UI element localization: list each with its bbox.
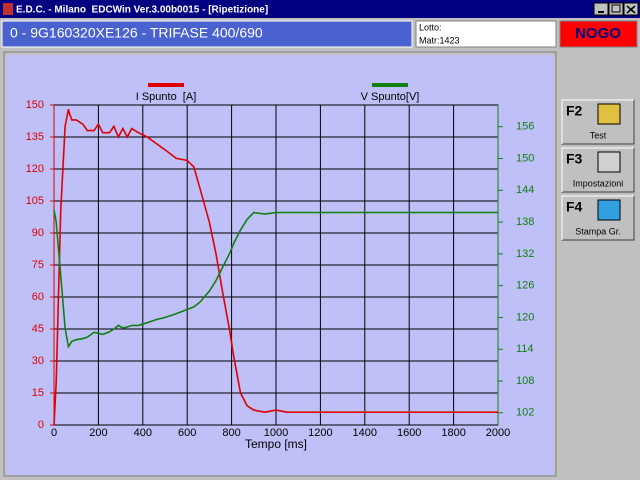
y2-tick-label: 114: [516, 343, 534, 355]
y-tick-label: 120: [26, 163, 44, 175]
button-icon: [597, 103, 621, 125]
x-tick-label: 1000: [264, 427, 288, 439]
y-tick-label: 45: [32, 323, 44, 335]
x-tick-label: 1800: [441, 427, 465, 439]
window-buttons[interactable]: [593, 2, 639, 16]
button-label: Stampa Gr.: [575, 226, 621, 236]
y2-tick-label: 102: [516, 407, 534, 419]
x-tick-label: 600: [178, 427, 196, 439]
product-box: [1, 20, 413, 48]
chart: 0 15 30 45 60 75 90 105 120 135 150 0 200 400 600 800 10…: [26, 83, 534, 451]
x-tick-label: 200: [89, 427, 107, 439]
legend-label: V Spunto[V]: [361, 91, 420, 103]
y2-tick-label: 132: [516, 248, 534, 260]
toolbar-button[interactable]: F4 Stampa Gr.: [561, 195, 635, 241]
title-bar: [0, 0, 640, 18]
button-key: F4: [566, 199, 583, 215]
button-label: Test: [590, 130, 607, 140]
y2-tick-label: 108: [516, 375, 534, 387]
x-tick-label: 2000: [486, 427, 510, 439]
product-label: 0 - 9G160320XE126 - TRIFASE 400/690: [10, 25, 263, 41]
button-highlight: [561, 147, 634, 192]
x-tick-label: 800: [222, 427, 240, 439]
y-tick-label: 0: [38, 419, 44, 431]
close-glyph: [626, 5, 636, 14]
lot-label: Lotto:: [419, 22, 442, 32]
button-highlight: [561, 195, 634, 240]
window-title: E.D.C. - Milano EDCWin Ver.3.00b0015 - […: [16, 5, 268, 16]
lot-box: [415, 20, 557, 48]
y2-tick-label: 144: [516, 184, 534, 196]
button-label: Impostazioni: [573, 178, 624, 188]
button-key: F2: [566, 103, 583, 119]
y2-tick-label: 156: [516, 121, 534, 133]
maximize-glyph: [611, 4, 621, 13]
toolbar-button[interactable]: F3 Impostazioni: [561, 147, 635, 193]
result-box: [559, 20, 638, 48]
x-tick-label: 1200: [308, 427, 332, 439]
y2-tick-label: 150: [516, 152, 534, 164]
y-tick-label: 30: [32, 355, 44, 367]
button-icon: [597, 199, 621, 221]
y-tick-label: 60: [32, 291, 44, 303]
y2-tick-label: 138: [516, 216, 534, 228]
button-highlight: [561, 99, 634, 144]
x-tick-label: 0: [51, 427, 57, 439]
toolbar: F2 Test F3 Impostazioni F4 Stampa Gr.: [561, 99, 635, 241]
series-line: [53, 209, 498, 349]
x-tick-label: 1400: [353, 427, 377, 439]
app-icon: [3, 3, 13, 15]
y-tick-label: 105: [26, 195, 44, 207]
minimize-button[interactable]: [593, 2, 609, 16]
serial-label: Matr:1423: [419, 35, 460, 45]
button-key: F3: [566, 151, 583, 167]
legend-label: I Spunto [A]: [136, 91, 197, 103]
result-label: NOGO: [575, 25, 621, 42]
x-tick-label: 400: [134, 427, 152, 439]
toolbar-button[interactable]: F2 Test: [561, 99, 635, 145]
y2-tick-label: 126: [516, 280, 534, 292]
series-line: [53, 109, 498, 426]
y-tick-label: 150: [26, 99, 44, 111]
x-axis-label: Tempo [ms]: [245, 437, 307, 451]
button-icon: [597, 151, 621, 173]
x-tick-label: 1600: [397, 427, 421, 439]
y-tick-label: 135: [26, 131, 44, 143]
y-tick-label: 15: [32, 387, 44, 399]
y-tick-label: 90: [32, 227, 44, 239]
y2-tick-label: 120: [516, 311, 534, 323]
y-tick-label: 75: [32, 259, 44, 271]
